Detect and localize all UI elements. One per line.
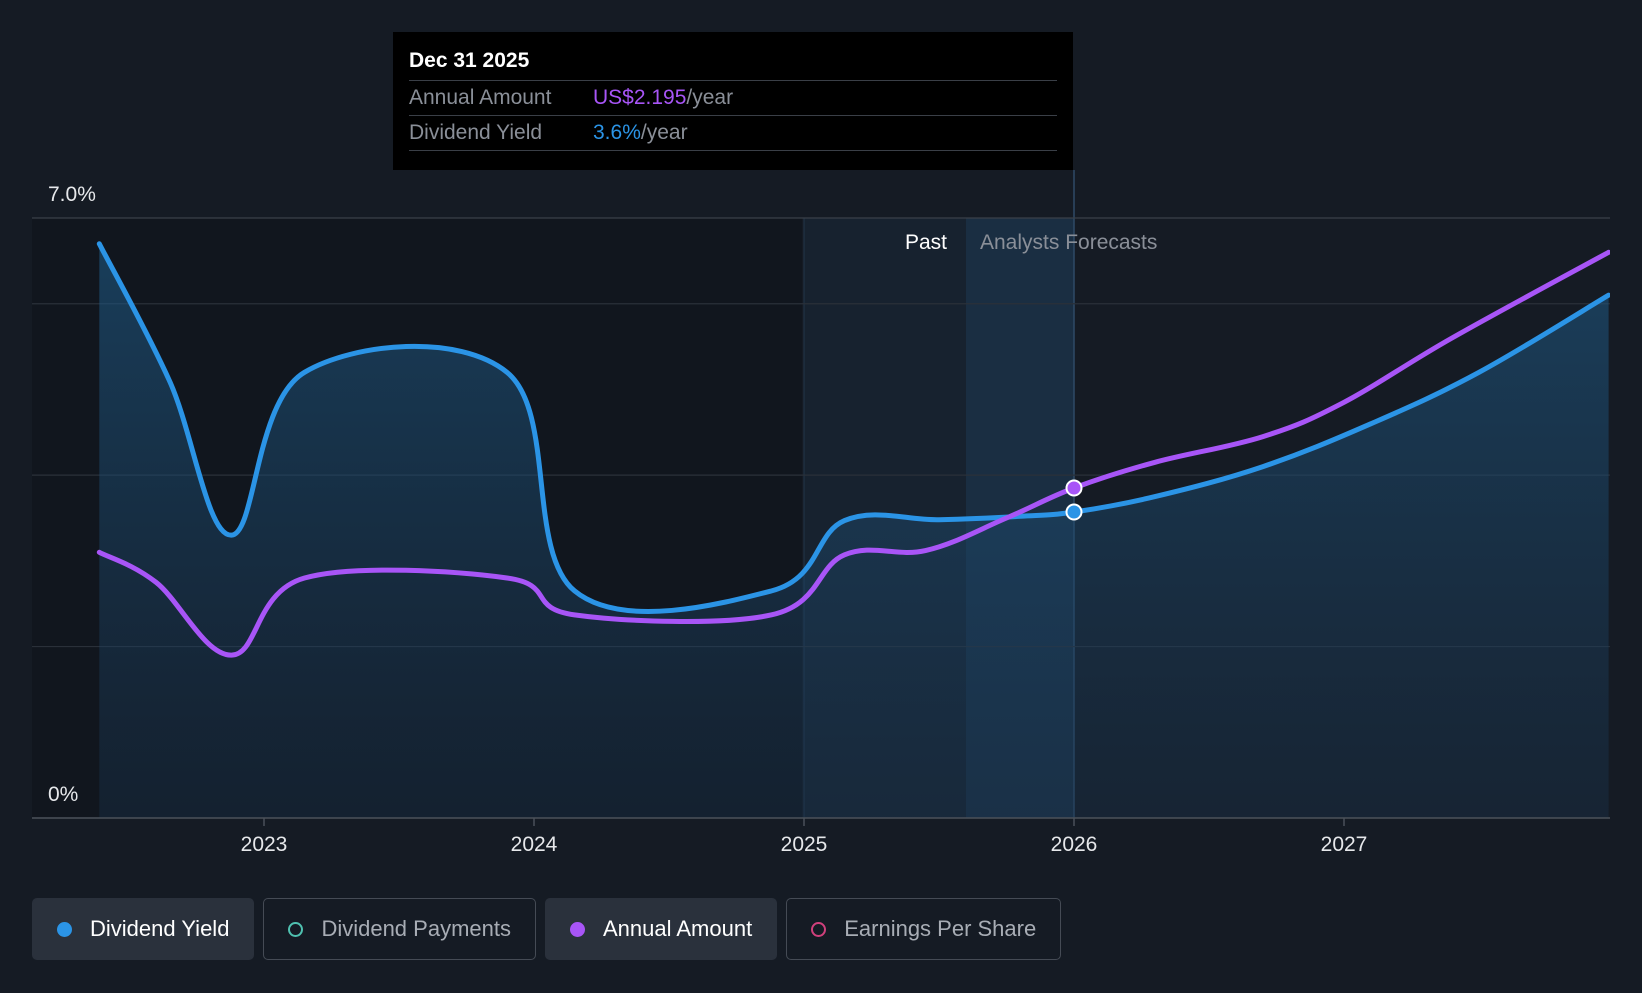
x-tick-label: 2025 xyxy=(781,833,828,856)
legend-label: Dividend Payments xyxy=(321,916,511,941)
tooltip-value: 3.6% xyxy=(593,121,641,144)
tooltip-value: US$2.195 xyxy=(593,86,687,109)
legend-dot-icon xyxy=(569,921,585,937)
tooltip-row-dividend-yield: Dividend Yield 3.6% /year xyxy=(409,116,1057,151)
dividend-yield-highlight-point xyxy=(1065,503,1083,521)
legend-label: Earnings Per Share xyxy=(844,916,1037,941)
forecast-label: Analysts Forecasts xyxy=(980,231,1157,254)
tooltip-row-annual-amount: Annual Amount US$2.195 /year xyxy=(409,81,1057,116)
tooltip: Dec 31 2025 Annual Amount US$2.195 /year… xyxy=(393,32,1073,170)
tooltip-label: Annual Amount xyxy=(409,86,552,109)
y-axis-label-top: 7.0% xyxy=(48,183,96,206)
x-tick-label: 2024 xyxy=(511,833,558,856)
x-tick-label: 2027 xyxy=(1321,833,1368,856)
annual-amount-line xyxy=(96,249,1610,658)
legend-ring-icon xyxy=(811,921,827,937)
legend-dot-icon xyxy=(57,921,72,937)
dividend-yield-area xyxy=(99,243,1609,818)
legend-label: Dividend Yield xyxy=(90,916,230,941)
legend-item-dividend-yield[interactable]: Dividend Yield xyxy=(32,898,255,960)
legend-ring-icon xyxy=(288,921,304,937)
y-axis-label-bottom: 0% xyxy=(48,783,78,806)
tooltip-unit: /year xyxy=(686,86,734,109)
tooltip-label: Dividend Yield xyxy=(409,121,543,144)
past-label: Past xyxy=(905,231,947,254)
x-tick-label: 2023 xyxy=(241,833,288,856)
legend-item-earnings-per-share[interactable]: Earnings Per Share xyxy=(786,898,1062,960)
dividend-yield-line xyxy=(96,241,1610,614)
legend-label: Annual Amount xyxy=(602,916,753,941)
annual-amount-highlight-point xyxy=(1065,479,1083,497)
tooltip-unit: /year xyxy=(640,121,688,144)
legend-item-annual-amount[interactable]: Annual Amount xyxy=(544,898,778,960)
x-tick-label: 2026 xyxy=(1051,833,1098,856)
legend-item-dividend-payments[interactable]: Dividend Payments xyxy=(263,898,536,960)
tooltip-date: Dec 31 2025 xyxy=(409,46,1057,81)
legend: Dividend Yield Dividend Payments Annual … xyxy=(32,898,1062,960)
